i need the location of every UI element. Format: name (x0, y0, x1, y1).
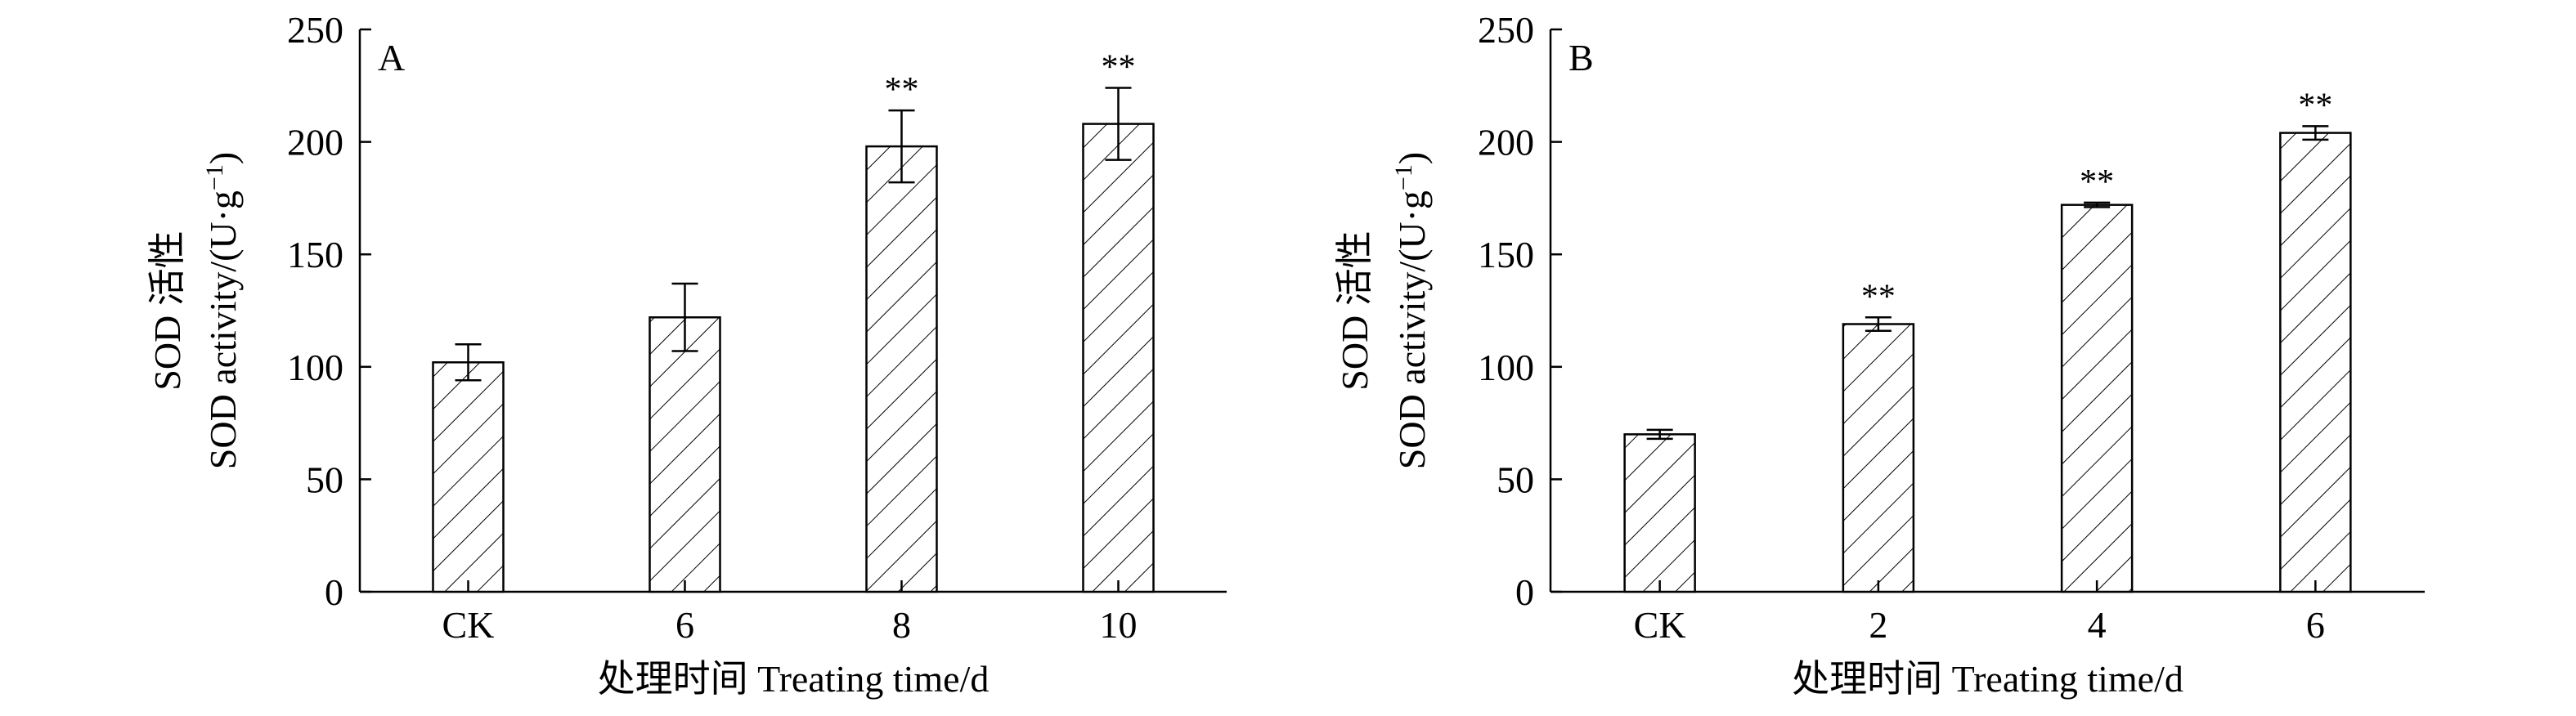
y-tick-label: 150 (287, 234, 343, 275)
panel-label: A (378, 37, 405, 78)
x-tick-label: CK (1634, 604, 1686, 646)
significance-label: ** (1861, 278, 1896, 315)
x-tick-label: 6 (675, 604, 694, 646)
y-axis-title-zh: SOD 活性 (1334, 230, 1376, 391)
y-tick-label: 200 (1478, 122, 1534, 163)
significance-label: ** (2080, 163, 2114, 201)
error-bar (1105, 87, 1132, 161)
error-bar (2302, 125, 2329, 141)
x-tick-label: 2 (1869, 604, 1887, 646)
x-axis-title: 处理时间 Treating time/d (1792, 658, 2183, 700)
chart-panel-a: 0 50 100 150 200 250 CK 6 8 ** 10 ** A 处理时间 Treating … (146, 9, 1227, 700)
error-bar (1646, 428, 1673, 441)
y-tick-label: 0 (1515, 571, 1534, 613)
bar-2 (1842, 323, 1915, 593)
y-tick-label: 50 (306, 459, 343, 500)
bar-6 (648, 316, 721, 593)
bar-10 (1082, 123, 1155, 593)
y-tick-label: 100 (287, 347, 343, 388)
error-bar (455, 343, 482, 382)
y-tick-label: 100 (1478, 347, 1534, 388)
y-axis-title-en: SOD activity/(U·g−1) (201, 152, 245, 469)
y-tick-label: 50 (1497, 459, 1534, 500)
significance-label: ** (2298, 87, 2332, 124)
y-tick-label: 250 (1478, 9, 1534, 51)
x-tick-label: 4 (2088, 604, 2107, 646)
y-tick-label: 250 (287, 9, 343, 51)
y-tick-label: 0 (325, 571, 343, 613)
y-axis-title-en: SOD activity/(U·g−1) (1390, 152, 1434, 469)
bar-ck (1623, 433, 1696, 593)
error-bar (671, 282, 698, 352)
bar-8 (865, 145, 938, 593)
x-tick-label: 8 (892, 604, 911, 646)
bar-ck (432, 361, 505, 593)
panel-label: B (1568, 37, 1594, 78)
y-tick-label: 150 (1478, 234, 1534, 275)
x-axis-title: 处理时间 Treating time/d (598, 658, 990, 700)
error-bar (888, 109, 915, 184)
significance-label: ** (1102, 49, 1136, 87)
significance-label: ** (885, 71, 919, 109)
error-bar (1865, 316, 1892, 333)
bar-6 (2279, 132, 2352, 593)
y-tick-label: 200 (287, 122, 343, 163)
bar-4 (2060, 204, 2134, 593)
chart-panel-b: 0 50 100 150 200 250 CK 2 ** 4 ** 6 ** B 处理时间 Treating… (1334, 9, 2425, 700)
y-axis-title-zh: SOD 活性 (146, 230, 188, 391)
x-tick-label: 10 (1100, 604, 1138, 646)
x-tick-label: CK (442, 604, 495, 646)
error-bar (2084, 201, 2111, 208)
x-tick-label: 6 (2306, 604, 2325, 646)
